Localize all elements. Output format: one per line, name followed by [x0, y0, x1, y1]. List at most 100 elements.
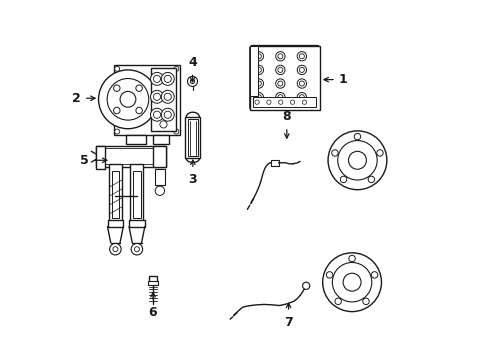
- Bar: [112, 171, 119, 218]
- Bar: [109, 164, 122, 221]
- Bar: [185, 117, 200, 158]
- Text: 2: 2: [72, 92, 81, 105]
- Circle shape: [297, 79, 306, 88]
- Circle shape: [161, 72, 174, 85]
- Circle shape: [254, 93, 263, 102]
- Circle shape: [107, 78, 148, 120]
- Circle shape: [297, 65, 306, 75]
- Circle shape: [161, 108, 174, 121]
- Circle shape: [325, 272, 332, 278]
- Circle shape: [322, 253, 381, 312]
- Circle shape: [277, 54, 282, 59]
- Bar: [147, 281, 158, 285]
- Circle shape: [334, 298, 341, 305]
- Text: 4: 4: [188, 56, 197, 69]
- Circle shape: [161, 90, 174, 103]
- Circle shape: [254, 79, 263, 88]
- Circle shape: [297, 93, 306, 102]
- Circle shape: [353, 134, 360, 140]
- Circle shape: [131, 243, 142, 255]
- Circle shape: [153, 93, 160, 100]
- Circle shape: [278, 100, 282, 104]
- Circle shape: [332, 262, 371, 302]
- Circle shape: [299, 81, 304, 86]
- Circle shape: [113, 85, 120, 91]
- Circle shape: [302, 282, 309, 289]
- Circle shape: [155, 186, 164, 195]
- Circle shape: [153, 75, 160, 82]
- Circle shape: [256, 54, 261, 59]
- Circle shape: [174, 129, 179, 134]
- Bar: [249, 45, 257, 96]
- Circle shape: [266, 100, 270, 104]
- Circle shape: [153, 111, 160, 118]
- Circle shape: [277, 67, 282, 72]
- Bar: [107, 220, 123, 226]
- Circle shape: [290, 100, 294, 104]
- Circle shape: [256, 95, 261, 100]
- Circle shape: [277, 95, 282, 100]
- Text: 6: 6: [148, 306, 157, 319]
- Circle shape: [150, 108, 163, 121]
- Circle shape: [160, 121, 167, 128]
- Circle shape: [327, 131, 386, 190]
- Bar: [113, 65, 180, 135]
- Text: 1: 1: [338, 73, 347, 86]
- Bar: [96, 146, 104, 169]
- Circle shape: [115, 129, 120, 134]
- Circle shape: [275, 93, 285, 102]
- Circle shape: [340, 176, 346, 183]
- Circle shape: [343, 273, 360, 291]
- Bar: [153, 146, 165, 167]
- Circle shape: [275, 51, 285, 61]
- Circle shape: [254, 100, 259, 104]
- Circle shape: [187, 76, 197, 86]
- Circle shape: [190, 79, 194, 84]
- Circle shape: [254, 65, 263, 75]
- Circle shape: [299, 95, 304, 100]
- Text: 5: 5: [80, 154, 89, 167]
- Bar: [126, 135, 145, 144]
- Circle shape: [275, 65, 285, 75]
- Bar: [153, 135, 169, 144]
- Circle shape: [164, 75, 171, 82]
- Text: 3: 3: [188, 173, 197, 186]
- Text: 8: 8: [282, 110, 290, 123]
- Bar: [249, 45, 319, 110]
- Circle shape: [337, 140, 376, 180]
- Circle shape: [299, 67, 304, 72]
- Circle shape: [136, 107, 142, 114]
- Circle shape: [120, 91, 136, 107]
- Bar: [253, 97, 316, 107]
- Bar: [155, 169, 164, 185]
- Circle shape: [302, 100, 306, 104]
- Bar: [187, 120, 198, 156]
- Bar: [130, 164, 143, 221]
- Circle shape: [370, 272, 377, 278]
- Circle shape: [99, 70, 157, 129]
- Circle shape: [362, 298, 368, 305]
- Bar: [99, 148, 162, 164]
- Circle shape: [348, 255, 355, 262]
- Circle shape: [376, 150, 383, 156]
- Circle shape: [256, 67, 261, 72]
- Circle shape: [113, 247, 118, 252]
- Circle shape: [275, 79, 285, 88]
- Bar: [129, 220, 144, 226]
- Circle shape: [115, 66, 120, 71]
- Circle shape: [256, 81, 261, 86]
- FancyBboxPatch shape: [249, 45, 319, 110]
- Circle shape: [164, 93, 171, 100]
- Circle shape: [297, 51, 306, 61]
- Circle shape: [348, 151, 366, 169]
- Circle shape: [277, 81, 282, 86]
- Circle shape: [367, 176, 374, 183]
- Bar: [96, 146, 165, 167]
- Circle shape: [136, 85, 142, 91]
- Circle shape: [164, 111, 171, 118]
- Circle shape: [113, 107, 120, 114]
- Circle shape: [331, 150, 338, 156]
- Circle shape: [299, 54, 304, 59]
- Circle shape: [150, 90, 163, 103]
- Circle shape: [174, 66, 179, 71]
